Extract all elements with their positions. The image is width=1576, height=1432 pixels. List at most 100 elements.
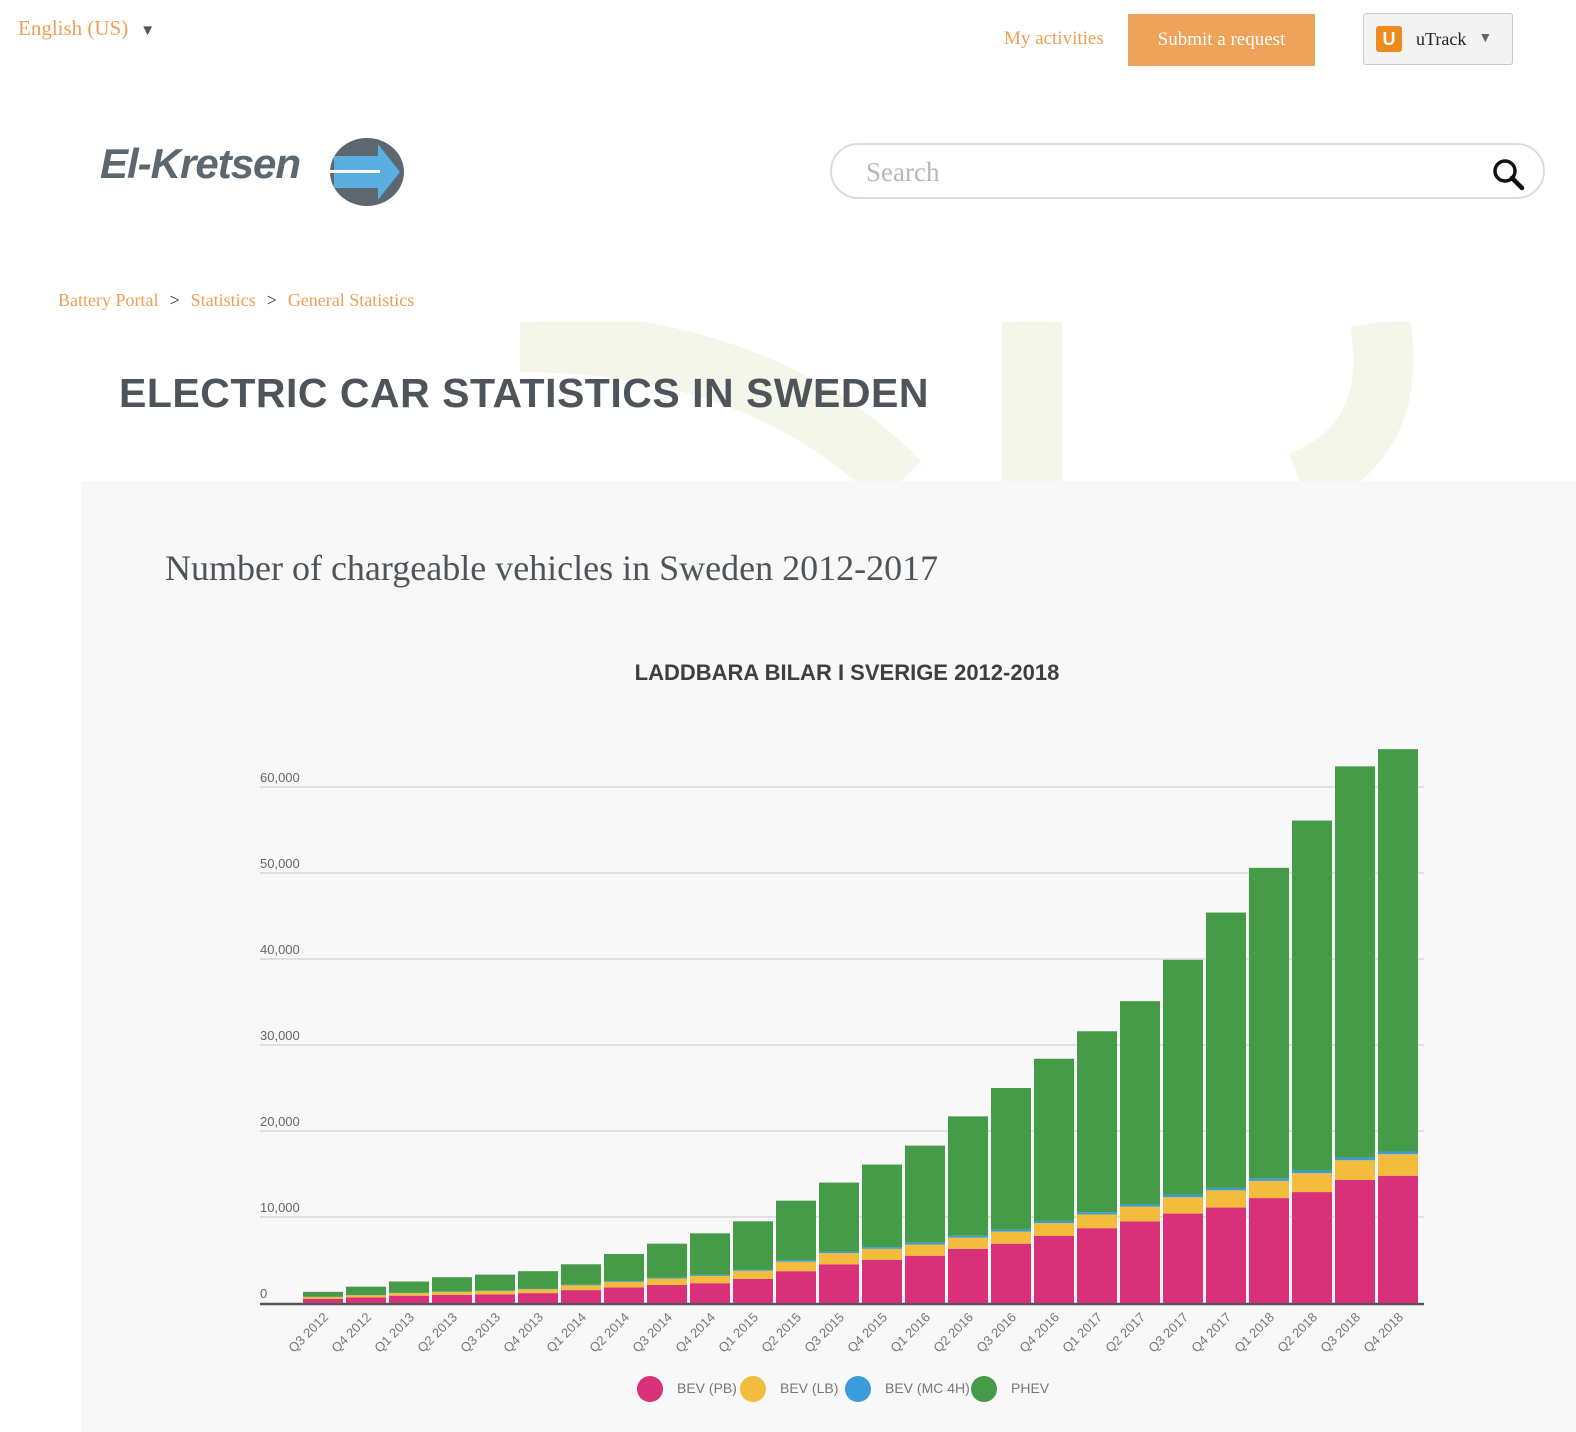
bar-segment-phev[interactable] (647, 1243, 687, 1278)
bar-segment-phev[interactable] (518, 1271, 558, 1289)
brand-logo-text[interactable]: El-Kretsen (100, 140, 301, 187)
bar-segment-phev[interactable] (389, 1281, 429, 1293)
bar-segment-bev-mc-4h[interactable] (1163, 1194, 1203, 1198)
bar-segment-phev[interactable] (432, 1277, 472, 1292)
bar-segment-bev-lb[interactable] (432, 1291, 472, 1295)
bar-segment-bev-pb[interactable] (604, 1287, 644, 1303)
breadcrumb-general-statistics[interactable]: General Statistics (287, 290, 415, 310)
search-icon[interactable] (1491, 157, 1525, 191)
bar-segment-bev-pb[interactable] (432, 1294, 472, 1303)
bar-segment-bev-pb[interactable] (475, 1294, 515, 1303)
bar-segment-bev-lb[interactable] (948, 1237, 988, 1249)
breadcrumb-statistics[interactable]: Statistics (190, 290, 256, 310)
bar-segment-bev-pb[interactable] (991, 1243, 1031, 1303)
submit-request-button[interactable]: Submit a request (1128, 14, 1315, 66)
bar-segment-bev-pb[interactable] (1163, 1213, 1203, 1303)
bar-segment-phev[interactable] (1077, 1031, 1117, 1213)
bar-segment-bev-pb[interactable] (303, 1298, 343, 1303)
bar-segment-bev-mc-4h[interactable] (1120, 1204, 1160, 1207)
bar-segment-bev-pb[interactable] (819, 1264, 859, 1303)
bar-segment-bev-lb[interactable] (303, 1296, 343, 1299)
bar-segment-bev-lb[interactable] (1077, 1214, 1117, 1229)
bar-segment-phev[interactable] (303, 1291, 343, 1297)
bar-segment-bev-mc-4h[interactable] (905, 1242, 945, 1245)
bar-segment-bev-lb[interactable] (991, 1231, 1031, 1244)
utrack-menu[interactable]: U uTrack ▼ (1363, 13, 1513, 65)
search-input[interactable] (864, 153, 1468, 191)
bar-segment-phev[interactable] (1335, 766, 1375, 1158)
bar-segment-bev-mc-4h[interactable] (690, 1274, 730, 1276)
bar-segment-bev-mc-4h[interactable] (1249, 1178, 1289, 1181)
bar-segment-bev-pb[interactable] (905, 1255, 945, 1303)
bar-segment-bev-lb[interactable] (862, 1248, 902, 1260)
bar-segment-phev[interactable] (862, 1164, 902, 1248)
bar-segment-bev-mc-4h[interactable] (948, 1235, 988, 1238)
bar-segment-bev-pb[interactable] (647, 1284, 687, 1303)
bar-segment-bev-lb[interactable] (604, 1281, 644, 1288)
bar-segment-bev-lb[interactable] (561, 1285, 601, 1291)
bar-segment-phev[interactable] (1249, 867, 1289, 1179)
bar-segment-bev-lb[interactable] (733, 1270, 773, 1279)
bar-segment-bev-pb[interactable] (1034, 1235, 1074, 1303)
bar-segment-bev-mc-4h[interactable] (1206, 1187, 1246, 1191)
bar-segment-bev-mc-4h[interactable] (862, 1247, 902, 1249)
bar-segment-bev-mc-4h[interactable] (1292, 1170, 1332, 1174)
bar-segment-bev-pb[interactable] (1378, 1175, 1418, 1303)
my-activities-link[interactable]: My activities (1004, 28, 1104, 49)
bar-segment-bev-mc-4h[interactable] (776, 1260, 816, 1262)
bar-segment-bev-pb[interactable] (776, 1271, 816, 1303)
bar-segment-bev-pb[interactable] (389, 1295, 429, 1303)
bar-segment-bev-pb[interactable] (1206, 1207, 1246, 1303)
bar-segment-bev-lb[interactable] (389, 1293, 429, 1296)
bar-segment-bev-mc-4h[interactable] (1378, 1151, 1418, 1155)
bar-segment-bev-lb[interactable] (1292, 1173, 1332, 1193)
bar-segment-phev[interactable] (475, 1274, 515, 1291)
bar-segment-bev-lb[interactable] (475, 1290, 515, 1295)
bar-segment-bev-lb[interactable] (1335, 1160, 1375, 1181)
bar-segment-bev-pb[interactable] (690, 1283, 730, 1303)
bar-segment-bev-pb[interactable] (518, 1293, 558, 1303)
bar-segment-phev[interactable] (346, 1286, 386, 1296)
bar-segment-bev-lb[interactable] (1034, 1223, 1074, 1236)
bar-segment-bev-pb[interactable] (561, 1290, 601, 1303)
bar-segment-bev-lb[interactable] (346, 1295, 386, 1298)
bar-segment-phev[interactable] (561, 1264, 601, 1285)
bar-segment-phev[interactable] (1163, 959, 1203, 1195)
bar-segment-phev[interactable] (690, 1233, 730, 1275)
bar-segment-bev-pb[interactable] (1120, 1221, 1160, 1303)
bar-segment-bev-lb[interactable] (647, 1278, 687, 1285)
bar-segment-bev-lb[interactable] (819, 1253, 859, 1265)
bar-segment-bev-lb[interactable] (905, 1244, 945, 1256)
bar-segment-bev-pb[interactable] (862, 1260, 902, 1303)
bar-segment-phev[interactable] (1034, 1058, 1074, 1221)
bar-segment-bev-pb[interactable] (1249, 1198, 1289, 1303)
bar-segment-bev-lb[interactable] (776, 1261, 816, 1272)
bar-segment-bev-pb[interactable] (1335, 1180, 1375, 1303)
bar-segment-phev[interactable] (776, 1200, 816, 1261)
bar-segment-phev[interactable] (948, 1116, 988, 1236)
bar-segment-bev-pb[interactable] (346, 1297, 386, 1303)
bar-segment-bev-lb[interactable] (518, 1289, 558, 1294)
bar-segment-bev-mc-4h[interactable] (1077, 1212, 1117, 1215)
bar-segment-bev-mc-4h[interactable] (647, 1277, 687, 1279)
bar-segment-bev-mc-4h[interactable] (604, 1281, 644, 1282)
bar-segment-phev[interactable] (604, 1253, 644, 1282)
bar-segment-bev-lb[interactable] (1378, 1154, 1418, 1176)
bar-segment-bev-pb[interactable] (948, 1248, 988, 1303)
bar-segment-bev-mc-4h[interactable] (1335, 1157, 1375, 1161)
bar-segment-phev[interactable] (733, 1221, 773, 1270)
bar-segment-bev-lb[interactable] (1206, 1190, 1246, 1208)
bar-segment-phev[interactable] (819, 1182, 859, 1252)
bar-segment-phev[interactable] (1378, 749, 1418, 1152)
bar-segment-phev[interactable] (1120, 1001, 1160, 1205)
brand-logo-icon[interactable] (328, 136, 406, 208)
breadcrumb-battery-portal[interactable]: Battery Portal (58, 290, 159, 310)
bar-segment-bev-mc-4h[interactable] (991, 1229, 1031, 1232)
bar-segment-phev[interactable] (1292, 820, 1332, 1171)
bar-segment-bev-lb[interactable] (690, 1275, 730, 1284)
bar-segment-bev-pb[interactable] (1292, 1192, 1332, 1303)
bar-segment-bev-lb[interactable] (1163, 1197, 1203, 1214)
bar-segment-bev-mc-4h[interactable] (561, 1284, 601, 1286)
bar-segment-phev[interactable] (1206, 912, 1246, 1188)
language-selector[interactable]: English (US) ▼ (18, 16, 155, 41)
